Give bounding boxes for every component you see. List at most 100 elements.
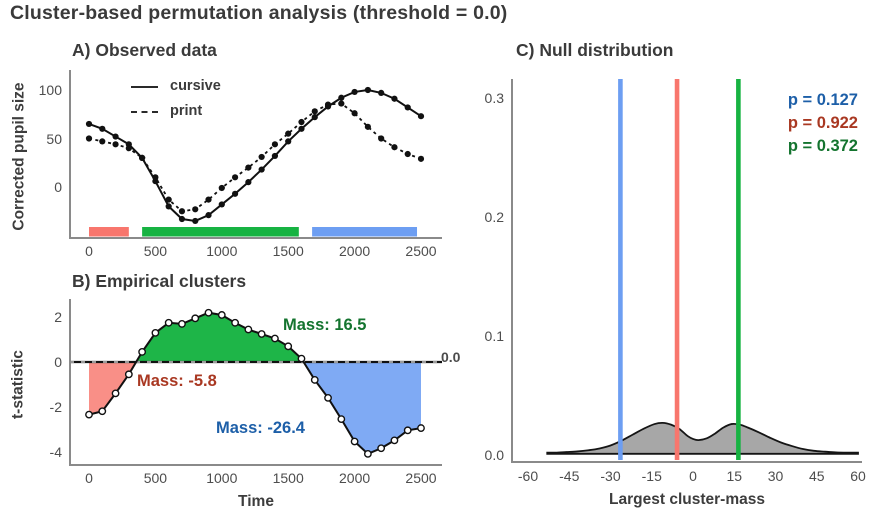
panel-a-point-print: [205, 196, 212, 203]
panel-a-x-tick-label: 0: [85, 243, 93, 259]
panel-b-y-tick-label: 0: [54, 354, 62, 370]
panel-b-point: [284, 342, 293, 351]
panel-a-point-print: [218, 184, 225, 192]
panel-a-point-cursive: [165, 203, 172, 210]
panel-b-x-tick-label: 2500: [405, 470, 437, 486]
panel-a-point-print: [258, 153, 265, 161]
legend-label-cursive: cursive: [170, 78, 221, 94]
panel-c-x-tick-label: -45: [559, 468, 580, 484]
panel-a-point-print: [112, 141, 119, 148]
panel-b-x-tick-label: 2000: [339, 470, 371, 486]
panel-a-point-cursive: [391, 95, 398, 102]
panel-a-point-cursive: [258, 166, 265, 173]
mass-label-red: Mass: -5.8: [137, 372, 217, 390]
panel-a-cluster-bar-blue: [312, 227, 418, 237]
panel-a-point-cursive: [99, 125, 106, 132]
panel-a-x-tick-label: 2500: [405, 243, 437, 259]
panel-c-x-axis-label: Largest cluster-mass: [609, 491, 765, 508]
panel-b-point: [297, 354, 306, 363]
panel-b-point: [178, 320, 186, 328]
panel-b-y-axis-label: t-statistic: [9, 350, 27, 419]
panel-c-y-tick-label: 0.1: [484, 328, 504, 344]
panel-a-point-cursive: [285, 138, 292, 145]
panel-c-x-tick-label: -60: [517, 468, 539, 484]
panel-c-y-tick-label: 0.0: [484, 447, 504, 463]
panel-b-cluster-fill-green: [136, 312, 304, 362]
panel-b-point: [324, 393, 332, 402]
panel-b-point: [244, 325, 253, 334]
panel-a-point-print: [165, 196, 172, 203]
panel-a-point-print: [311, 108, 318, 115]
mass-label-blue: Mass: -26.4: [216, 419, 305, 437]
panel-b-x-tick-label: 1000: [206, 470, 238, 486]
panel-a-point-print: [245, 164, 252, 171]
panel-a-cluster-bar-green: [142, 227, 299, 237]
panel-b-point: [164, 318, 173, 327]
panel-a-point-cursive: [271, 152, 279, 160]
panel-a-point-print: [125, 145, 132, 152]
panel-a-point-cursive: [178, 215, 186, 223]
panel-b-point: [217, 311, 226, 319]
legend-line-cursive: [131, 86, 158, 88]
panel-b-point: [98, 407, 107, 416]
panel-a-point-print: [152, 174, 159, 181]
panel-a-point-cursive: [205, 212, 212, 219]
panel-a-point-cursive: [218, 201, 225, 208]
panel-c-density-curve: [546, 421, 859, 455]
panel-a-point-cursive: [351, 88, 358, 96]
panel-a-x-tick-label: 1500: [272, 243, 304, 259]
panel-a-point-cursive: [364, 86, 371, 94]
panel-a-point-print: [271, 141, 279, 148]
panel-c-x-tick-label: 30: [767, 468, 784, 484]
panel-b-point: [271, 334, 279, 343]
panel-a-y-tick-label: 50: [46, 130, 62, 147]
panel-a-point-print: [192, 206, 199, 213]
panel-b-point: [403, 426, 412, 435]
figure-title: Cluster-based permutation analysis (thre…: [10, 2, 508, 24]
panel-a-point-cursive: [404, 104, 411, 111]
panel-b-point: [231, 318, 239, 327]
panel-b-point: [377, 444, 386, 453]
panel-b-cluster-fill-blue: [303, 362, 421, 454]
panel-c-x-tick-label: -15: [641, 468, 662, 484]
panel-a-point-print: [404, 150, 411, 158]
panel-a-y-axis-label: Corrected pupil size: [10, 82, 28, 231]
panel-a-point-print: [351, 110, 358, 117]
panel-a-title: A) Observed data: [72, 40, 217, 60]
panel-a-point-print: [178, 208, 186, 215]
panel-a-point-cursive: [378, 89, 385, 97]
legend-line-print: [131, 111, 158, 113]
panel-a-x-tick-label: 2000: [339, 243, 371, 259]
panel-a-point-print: [139, 154, 146, 161]
panel-b-point: [363, 449, 372, 458]
panel-b-point: [337, 415, 346, 424]
panel-c-x-tick-label: -30: [600, 468, 621, 484]
panel-a-point-print: [85, 135, 93, 142]
panel-b-point: [310, 376, 319, 384]
panel-c-x-tick-label: 0: [689, 468, 697, 484]
panel-b-point: [350, 437, 359, 446]
mass-label-green: Mass: 16.5: [283, 316, 367, 334]
panel-a-point-print: [285, 130, 292, 137]
panel-a-point-print: [231, 174, 239, 181]
panel-a-point-cursive: [298, 125, 305, 132]
panel-a-point-cursive: [338, 94, 345, 101]
panel-c-x-tick-label: 15: [726, 468, 743, 484]
panel-a-point-print: [391, 144, 398, 151]
p-value-red: p = 0.922: [787, 114, 858, 132]
panel-a-series-line-print: [88, 102, 422, 213]
panel-a-point-print: [324, 101, 332, 108]
panel-b-x-tick-label: 1500: [272, 470, 304, 486]
panel-c-x-tick-label: 60: [850, 468, 866, 484]
panel-b-point: [257, 330, 266, 338]
panel-b-point: [138, 348, 147, 356]
panel-c-x-tick-label: 45: [808, 468, 825, 484]
panel-a-point-cursive: [85, 120, 93, 128]
panel-b-point: [390, 436, 399, 445]
panel-c-title: C) Null distribution: [516, 40, 674, 60]
panel-a-y-tick-label: 0: [54, 179, 62, 195]
p-value-green: p = 0.372: [787, 137, 858, 155]
panel-c-y-tick-label: 0.2: [484, 209, 504, 225]
panel-a-point-cursive: [311, 114, 318, 121]
